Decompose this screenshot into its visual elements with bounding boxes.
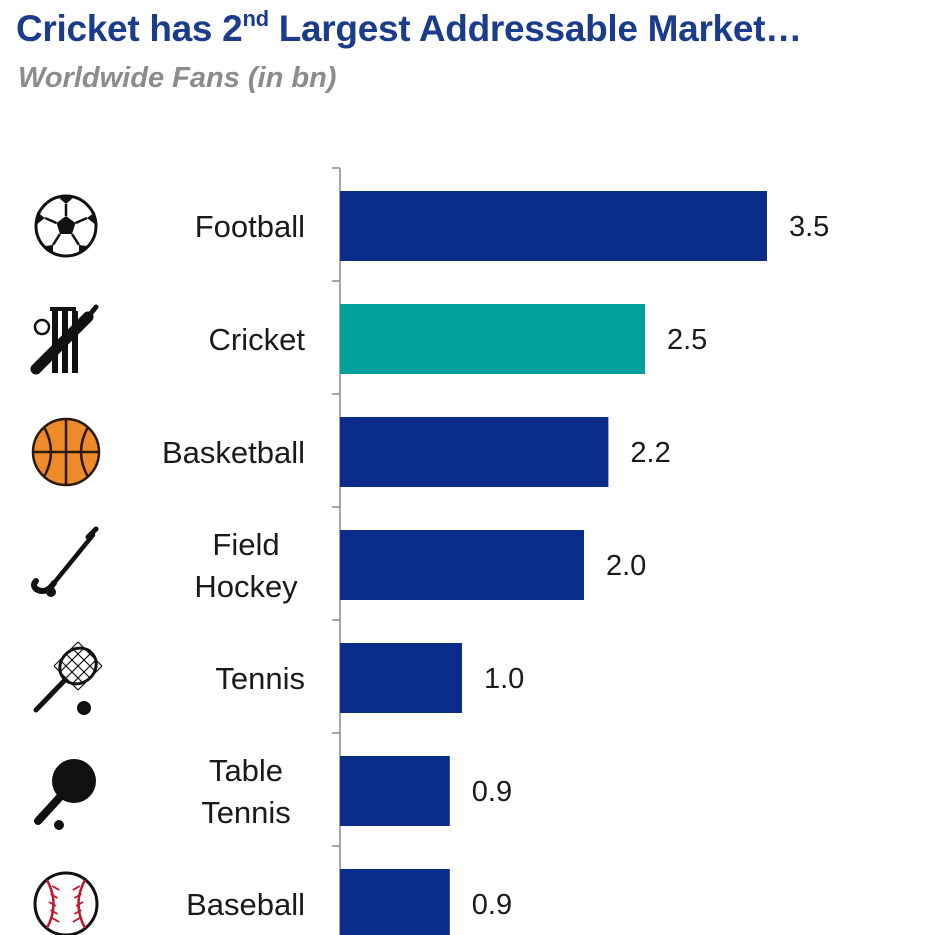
- bar: [340, 417, 609, 487]
- table-tennis-icon: [34, 759, 96, 830]
- data-label: 0.9: [472, 889, 512, 921]
- field-hockey-icon: [31, 526, 99, 597]
- bar: [340, 530, 584, 600]
- title-rest: Largest Addressable Market…: [268, 8, 802, 49]
- title-superscript: nd: [242, 6, 269, 31]
- basketball-icon: [31, 417, 101, 487]
- chart-subtitle: Worldwide Fans (in bn): [18, 62, 337, 94]
- data-label: 2.2: [630, 437, 670, 469]
- category-label: Baseball: [186, 887, 305, 922]
- category-label: Field: [212, 527, 279, 562]
- bar: [340, 756, 450, 826]
- data-label: 2.5: [667, 324, 707, 356]
- category-label: Basketball: [162, 435, 305, 470]
- bar: [340, 643, 462, 713]
- tennis-icon: [33, 641, 103, 715]
- title-main: Cricket has 2: [16, 8, 243, 49]
- data-label: 2.0: [606, 550, 646, 582]
- bar: [340, 191, 767, 261]
- category-label: Hockey: [194, 569, 298, 604]
- bar: [340, 304, 645, 374]
- data-label: 1.0: [484, 663, 524, 695]
- category-label: Table: [209, 753, 283, 788]
- chart-title: Cricket has 2nd Largest Addressable Mark…: [16, 8, 802, 50]
- bar: [340, 869, 450, 935]
- category-label: Tennis: [215, 661, 305, 696]
- data-label: 3.5: [789, 211, 829, 243]
- cricket-icon: [30, 304, 99, 375]
- category-label: Football: [195, 209, 305, 244]
- category-label: Tennis: [201, 795, 291, 830]
- data-label: 0.9: [472, 776, 512, 808]
- category-label: Cricket: [209, 322, 306, 357]
- football-icon: [34, 194, 98, 258]
- baseball-icon: [33, 871, 99, 935]
